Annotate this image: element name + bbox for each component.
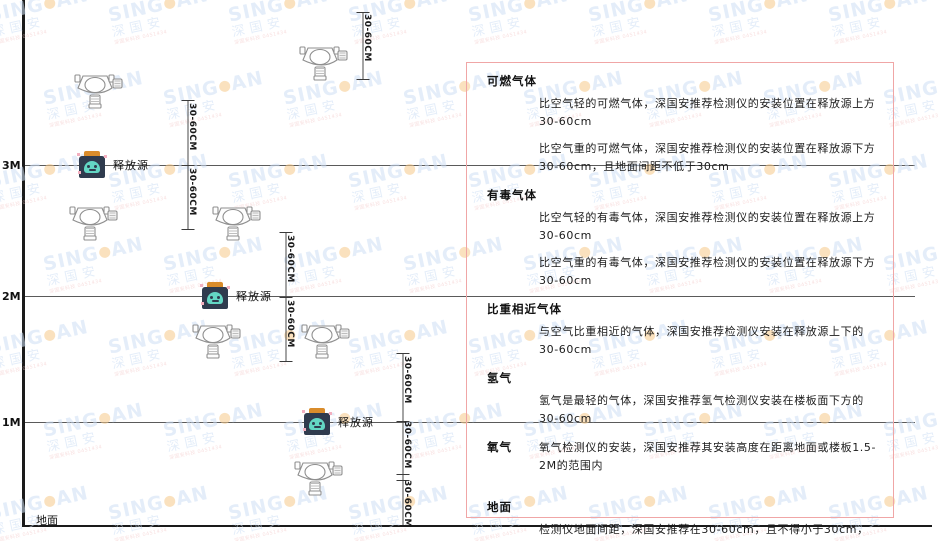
dimension-label: 30-60CM: [362, 14, 372, 62]
release-source-icon: [200, 280, 230, 310]
dimension-label: 30-60CM: [285, 300, 295, 348]
gas-detector-icon: [70, 68, 126, 112]
guideline-paragraph: 比空气重的可燃气体，深国安推荐检测仪的安装位置在释放源下方30-60cm，且地面…: [539, 142, 876, 173]
ground-label: 地面: [36, 514, 58, 527]
section-title: 氢气: [487, 371, 512, 385]
dimension-line-right: [395, 353, 411, 525]
dimension-label: 30-60CM: [187, 103, 197, 151]
dimension-line-3m: [180, 100, 196, 230]
vertical-axis: [22, 0, 25, 525]
panel-spacer: [481, 486, 879, 499]
axis-label-2m: 2M: [2, 290, 21, 303]
guideline-paragraph: 检测仪地面间距，深国安推荐在30-60cm，且不得小于30cm，因为过低容易水溅…: [539, 523, 869, 536]
dimension-label: 30-60CM: [187, 168, 197, 216]
gas-detector-icon: [297, 318, 353, 362]
section-title: 可燃气体: [487, 74, 537, 88]
inline-section: 氧气 氧气检测仪的安装，深国安推荐其安装高度在距离地面或楼板1.5-2M的范围内: [487, 439, 879, 475]
dimension-label: 30-60CM: [402, 356, 412, 404]
section-title: 氧气: [487, 440, 512, 454]
section-title: 有毒气体: [487, 188, 537, 202]
section-body: 比空气轻的可燃气体，深国安推荐检测仪的安装位置在释放源上方30-60cm 比空气重…: [539, 95, 879, 176]
dimension-label: 30-60CM: [402, 421, 412, 469]
gas-detector-icon: [188, 318, 244, 362]
release-source-label: 释放源: [338, 416, 374, 429]
inline-section-body: 氧气检测仪的安装，深国安推荐其安装高度在距离地面或楼板1.5-2M的范围内: [539, 439, 879, 475]
guideline-paragraph: 比空气轻的可燃气体，深国安推荐检测仪的安装位置在释放源上方30-60cm: [539, 97, 876, 128]
gas-installation-guidelines-panel: 可燃气体 比空气轻的可燃气体，深国安推荐检测仪的安装位置在释放源上方30-60cm…: [466, 62, 894, 536]
gas-detector-icon: [295, 40, 351, 84]
ground-axis-line: [22, 525, 932, 527]
section-body: 与空气比重相近的气体，深国安推荐检测仪安装在释放源上下的30-60cm: [539, 323, 879, 359]
ground-section-body: 检测仪地面间距，深国安推荐在30-60cm，且不得小于30cm，因为过低容易水溅…: [539, 521, 879, 541]
section-body: 氢气是最轻的气体，深国安推荐氢气检测仪安装在楼板面下方的30-60cm: [539, 392, 879, 428]
gas-detector-icon: [208, 200, 264, 244]
guideline-paragraph: 氧气检测仪的安装，深国安推荐其安装高度在距离地面或楼板1.5-2M的范围内: [539, 441, 877, 472]
guideline-paragraph: 与空气比重相近的气体，深国安推荐检测仪安装在释放源上下的30-60cm: [539, 325, 864, 356]
section-title: 比重相近气体: [487, 302, 562, 316]
dimension-line-top: [355, 12, 371, 80]
level-line-3m: [25, 165, 915, 166]
guideline-paragraph: 比空气重的有毒气体，深国安推荐检测仪的安装位置在释放源下方30-60cm: [539, 256, 876, 287]
release-source-icon: [302, 406, 332, 436]
level-line-2m: [25, 296, 915, 297]
section-body: 比空气轻的有毒气体，深国安推荐检测仪的安装位置在释放源上方30-60cm 比空气重…: [539, 209, 879, 290]
release-source-label: 释放源: [236, 290, 272, 303]
dimension-label: 30-60CM: [402, 480, 412, 528]
gas-detector-icon: [65, 200, 121, 244]
section-title: 地面: [487, 500, 512, 514]
gas-detector-icon: [290, 455, 346, 499]
axis-label-3m: 3M: [2, 159, 21, 172]
guideline-paragraph: 氢气是最轻的气体，深国安推荐氢气检测仪安装在楼板面下方的30-60cm: [539, 394, 864, 425]
guideline-paragraph: 比空气轻的有毒气体，深国安推荐检测仪的安装位置在释放源上方30-60cm: [539, 211, 876, 242]
axis-label-1m: 1M: [2, 416, 21, 429]
dimension-label: 30-60CM: [285, 235, 295, 283]
panel-sections: 可燃气体 比空气轻的可燃气体，深国安推荐检测仪的安装位置在释放源上方30-60cm…: [481, 73, 879, 541]
release-source-label: 释放源: [113, 159, 149, 172]
release-source-icon: [77, 149, 107, 179]
dimension-line-2m: [278, 232, 294, 362]
